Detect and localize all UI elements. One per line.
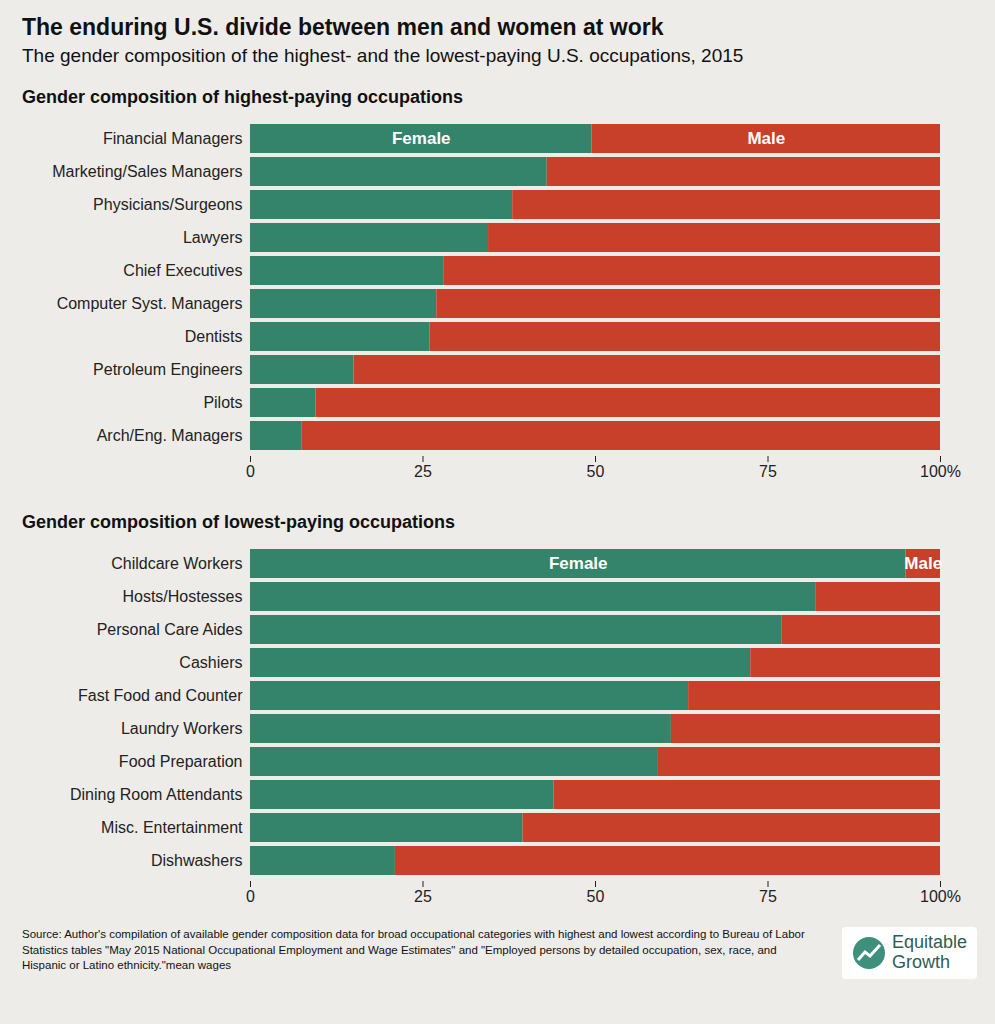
- html-text:Gender composition of lowest-p: Gender composition of lowest-paying occu…: [22, 512, 455, 532]
- html-text:The enduring U.S. divide betwe: The enduring U.S. divide between men and…: [22, 14, 664, 40]
- svg-text:Male: Male: [747, 129, 785, 148]
- svg-text:Marketing/Sales Managers: Marketing/Sales Managers: [52, 163, 242, 180]
- svg-text:75: 75: [759, 463, 777, 480]
- svg-text:Chief Executives: Chief Executives: [123, 262, 242, 279]
- svg-text:Laundry Workers: Laundry Workers: [121, 720, 243, 737]
- html-text:Gender composition of highest-: Gender composition of highest-paying occ…: [22, 87, 463, 107]
- svg-text:Childcare Workers: Childcare Workers: [111, 555, 242, 572]
- svg-text:Financial Managers: Financial Managers: [103, 130, 243, 147]
- svg-text:Female: Female: [392, 129, 451, 148]
- svg-text:Computer Syst. Managers: Computer Syst. Managers: [57, 295, 243, 312]
- svg-text:Food Preparation: Food Preparation: [119, 753, 243, 770]
- svg-text:100%: 100%: [920, 463, 961, 480]
- svg-text:Misc. Entertainment: Misc. Entertainment: [101, 819, 243, 836]
- svg-text:0: 0: [246, 463, 255, 480]
- svg-text:Hosts/Hostesses: Hosts/Hostesses: [122, 588, 242, 605]
- svg-text:100%: 100%: [920, 888, 961, 905]
- html-text:Source: Author's compilation o: Source: Author's compilation of availabl…: [22, 928, 805, 971]
- svg-text:Personal Care Aides: Personal Care Aides: [97, 621, 243, 638]
- svg-text:50: 50: [587, 888, 605, 905]
- svg-text:Pilots: Pilots: [203, 394, 242, 411]
- svg-text:Lawyers: Lawyers: [183, 229, 243, 246]
- svg-text:50: 50: [587, 463, 605, 480]
- html-text:Growth: Growth: [891, 951, 950, 972]
- html-text:Equitable: Equitable: [891, 932, 967, 952]
- svg-text:25: 25: [414, 463, 432, 480]
- svg-text:75: 75: [759, 888, 777, 905]
- svg-text:Arch/Eng. Managers: Arch/Eng. Managers: [97, 427, 243, 444]
- svg-text:Petroleum Engineers: Petroleum Engineers: [93, 361, 242, 378]
- svg-text:0: 0: [246, 888, 255, 905]
- svg-text:Dishwashers: Dishwashers: [151, 852, 243, 869]
- svg-text:Cashiers: Cashiers: [179, 654, 242, 671]
- svg-text:Dining Room Attendants: Dining Room Attendants: [70, 786, 243, 803]
- svg-text:Dentists: Dentists: [185, 328, 243, 345]
- svg-text:Physicians/Surgeons: Physicians/Surgeons: [93, 196, 242, 213]
- svg-text:25: 25: [414, 888, 432, 905]
- html-text:The gender composition of the: The gender composition of the highest- a…: [22, 45, 744, 66]
- svg-text:Female: Female: [549, 554, 608, 573]
- svg-text:Fast Food and Counter: Fast Food and Counter: [78, 687, 243, 704]
- svg-text:Male: Male: [904, 554, 942, 573]
